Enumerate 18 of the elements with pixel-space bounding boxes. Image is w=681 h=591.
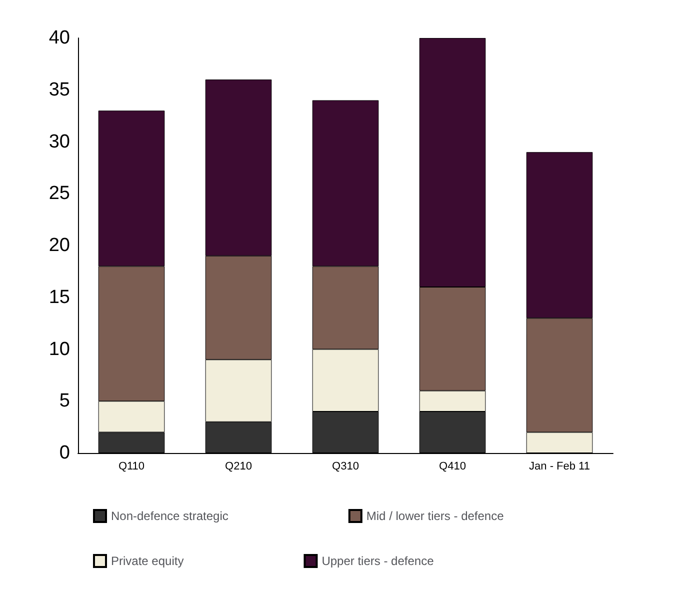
x-tick-label: Q410: [439, 460, 466, 472]
y-tick-label: 10: [48, 338, 70, 360]
legend-label: Mid / lower tiers - defence: [366, 509, 504, 523]
y-tick-label: 15: [48, 286, 70, 308]
x-tick-label: Q310: [332, 460, 359, 472]
y-tick-label: 5: [59, 390, 70, 412]
legend-label: Non-defence strategic: [111, 509, 228, 523]
legend-label: Upper tiers - defence: [322, 554, 434, 568]
y-tick-label: 0: [59, 442, 70, 464]
y-tick-label: 30: [48, 131, 70, 152]
legend-label: Private equity: [111, 554, 184, 568]
x-tick-label: Jan - Feb 11: [529, 460, 590, 472]
x-tick-label: Q110: [118, 460, 145, 472]
y-tick-label: 25: [48, 183, 70, 204]
x-tick-label: Q210: [225, 460, 252, 472]
y-tick-label: 40: [48, 28, 70, 48]
y-tick-label: 35: [48, 79, 70, 100]
y-tick-label: 20: [48, 235, 70, 256]
